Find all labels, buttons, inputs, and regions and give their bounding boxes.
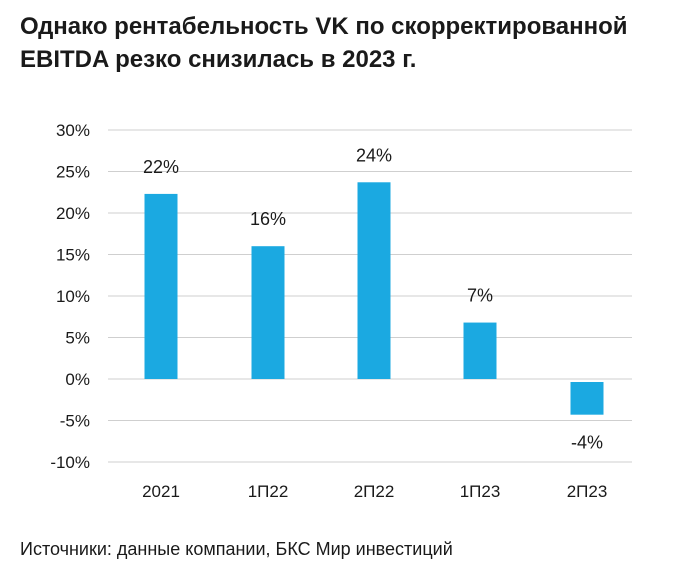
x-tick-label: 1П22 <box>248 482 289 501</box>
x-axis-tick-labels: 2021 1П22 2П22 1П23 2П23 <box>142 482 607 501</box>
y-tick-label: 10% <box>56 287 90 306</box>
x-tick-label: 2П22 <box>354 482 395 501</box>
data-label: -4% <box>571 433 603 453</box>
data-label: 7% <box>467 286 493 306</box>
data-label: 24% <box>356 145 392 165</box>
x-tick-label: 2021 <box>142 482 180 501</box>
bar-2п23 <box>570 382 604 415</box>
y-tick-label: 20% <box>56 204 90 223</box>
bar-2021 <box>144 193 178 379</box>
y-tick-label: 5% <box>65 329 90 348</box>
y-axis-tick-labels: 30% 25% 20% 15% 10% 5% 0% -5% -10% <box>50 121 90 472</box>
data-label: 22% <box>143 157 179 177</box>
y-tick-label: -5% <box>60 412 90 431</box>
chart-title: Однако рентабельность VK по скорректиров… <box>20 13 628 73</box>
y-tick-label: 0% <box>65 370 90 389</box>
bar-2п22 <box>357 182 391 379</box>
data-labels: 22% 16% 24% 7% -4% <box>143 145 603 452</box>
y-tick-label: 15% <box>56 246 90 265</box>
data-label: 16% <box>250 209 286 229</box>
bars <box>144 182 604 415</box>
source-note: Источники: данные компании, БКС Мир инве… <box>20 539 453 559</box>
x-tick-label: 1П23 <box>460 482 501 501</box>
bar-1п22 <box>251 246 285 379</box>
x-tick-label: 2П23 <box>567 482 608 501</box>
bar-chart: 30% 25% 20% 15% 10% 5% 0% -5% -10% 22% 16% 24% 7% -4… <box>50 121 632 501</box>
y-tick-label: -10% <box>50 453 90 472</box>
bar-1п23 <box>463 322 497 379</box>
y-tick-label: 30% <box>56 121 90 140</box>
y-tick-label: 25% <box>56 163 90 182</box>
